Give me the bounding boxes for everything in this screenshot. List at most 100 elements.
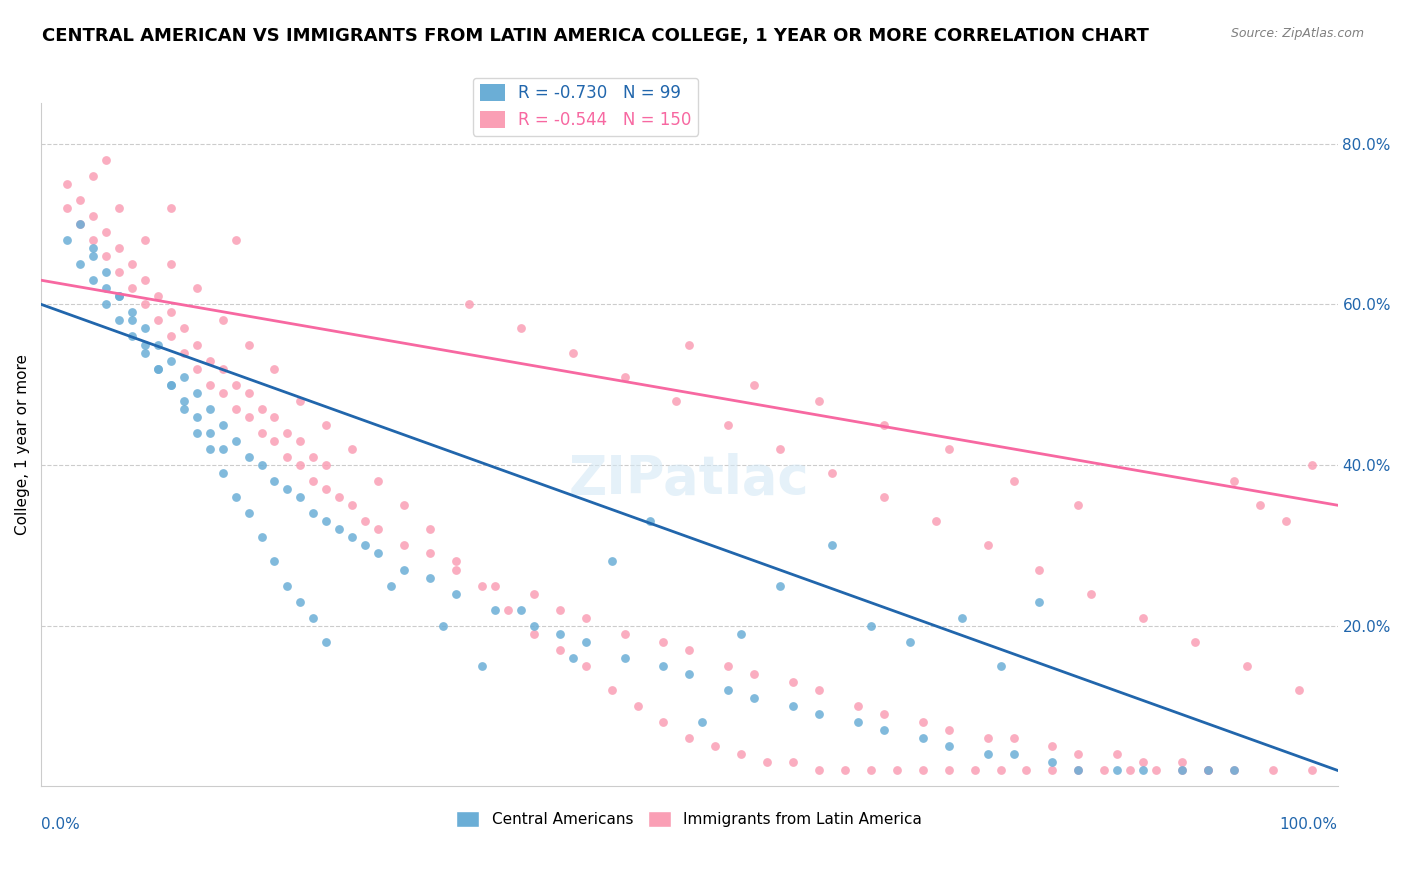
Point [1144, 764, 1167, 778]
Point [290, 458, 312, 472]
Point [82, 273, 104, 287]
Point [211, 466, 233, 480]
Point [159, 377, 181, 392]
Point [121, 329, 143, 343]
Point [367, 474, 389, 488]
Point [108, 313, 131, 327]
Point [315, 417, 337, 432]
Point [263, 474, 285, 488]
Point [211, 313, 233, 327]
Point [276, 450, 298, 464]
Point [1171, 764, 1194, 778]
Point [173, 369, 195, 384]
Point [328, 522, 350, 536]
Point [1042, 764, 1064, 778]
Point [225, 233, 247, 247]
Point [146, 361, 169, 376]
Point [1171, 764, 1194, 778]
Point [315, 635, 337, 649]
Point [1223, 474, 1246, 488]
Point [769, 578, 792, 592]
Point [225, 434, 247, 448]
Point [146, 313, 169, 327]
Point [263, 554, 285, 568]
Point [159, 201, 181, 215]
Point [898, 635, 921, 649]
Point [1301, 764, 1323, 778]
Point [134, 321, 156, 335]
Point [186, 409, 208, 424]
Point [444, 554, 467, 568]
Point [225, 401, 247, 416]
Point [704, 739, 727, 754]
Point [238, 409, 260, 424]
Point [263, 361, 285, 376]
Point [82, 233, 104, 247]
Point [509, 603, 531, 617]
Point [925, 514, 948, 528]
Point [94, 297, 117, 311]
Point [198, 401, 221, 416]
Point [523, 627, 546, 641]
Point [159, 257, 181, 271]
Point [990, 764, 1012, 778]
Point [290, 595, 312, 609]
Point [756, 756, 779, 770]
Point [392, 562, 415, 576]
Point [938, 764, 960, 778]
Point [1249, 498, 1271, 512]
Point [121, 281, 143, 295]
Point [146, 337, 169, 351]
Point [1042, 739, 1064, 754]
Point [56, 233, 79, 247]
Point [290, 393, 312, 408]
Point [873, 707, 896, 722]
Point [173, 345, 195, 359]
Point [613, 627, 636, 641]
Legend: R = -0.730   N = 99, R = -0.544   N = 150: R = -0.730 N = 99, R = -0.544 N = 150 [474, 78, 699, 136]
Point [911, 764, 934, 778]
Point [134, 233, 156, 247]
Point [873, 723, 896, 738]
Point [238, 337, 260, 351]
Point [873, 417, 896, 432]
Point [198, 377, 221, 392]
Point [1288, 683, 1310, 698]
Point [911, 731, 934, 746]
Point [225, 490, 247, 504]
Point [250, 530, 273, 544]
Point [613, 369, 636, 384]
Point [121, 313, 143, 327]
Point [69, 193, 91, 207]
Point [1197, 764, 1219, 778]
Point [342, 442, 364, 456]
Point [342, 498, 364, 512]
Point [354, 538, 377, 552]
Point [523, 587, 546, 601]
Point [846, 715, 869, 730]
Point [419, 570, 441, 584]
Point [821, 538, 844, 552]
Point [808, 683, 831, 698]
Point [561, 651, 583, 665]
Point [302, 474, 325, 488]
Point [484, 578, 506, 592]
Point [1002, 731, 1025, 746]
Point [121, 257, 143, 271]
Text: Source: ZipAtlas.com: Source: ZipAtlas.com [1230, 27, 1364, 40]
Point [523, 619, 546, 633]
Point [173, 321, 195, 335]
Point [159, 353, 181, 368]
Point [976, 731, 998, 746]
Point [238, 450, 260, 464]
Point [94, 265, 117, 279]
Point [859, 764, 882, 778]
Point [548, 627, 571, 641]
Point [561, 345, 583, 359]
Point [82, 249, 104, 263]
Point [263, 434, 285, 448]
Point [315, 482, 337, 496]
Point [859, 619, 882, 633]
Point [1261, 764, 1284, 778]
Point [186, 385, 208, 400]
